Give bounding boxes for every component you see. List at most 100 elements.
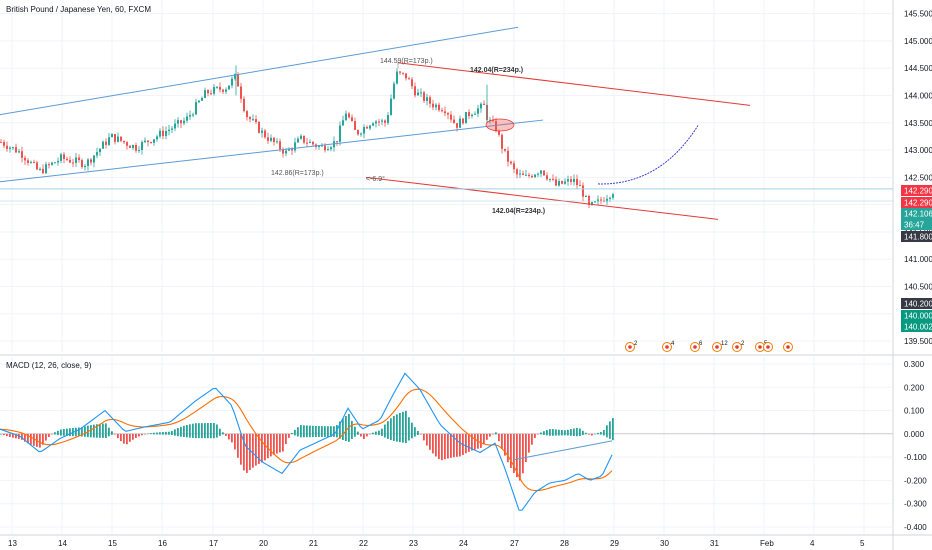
macd-histogram-bar <box>471 433 473 451</box>
macd-histogram-bar <box>60 429 62 436</box>
drawings <box>0 26 893 220</box>
event-markers[interactable]: 2461225 <box>625 341 793 352</box>
candle-body <box>597 199 599 202</box>
macd-histogram-bar <box>318 426 320 437</box>
candle-body <box>465 112 467 124</box>
time-axis[interactable]: 13 14 15 16 17 20 21 22 23 24 27 28 29 30 31 Feb 4 5 <box>8 539 865 548</box>
macd-axis[interactable]: 0.300 0.200 0.100 0.000 -0.100 -0.200 -0.300 -0… <box>904 360 927 532</box>
candle-body <box>222 89 224 92</box>
price-badge-label: 142.106 <box>904 210 932 219</box>
macd-histogram-bar <box>531 433 533 445</box>
macd-histogram-bar <box>444 433 446 460</box>
macd-histogram-bar <box>204 423 206 439</box>
candle-body <box>471 114 473 117</box>
candle-body <box>531 175 533 178</box>
macd-histogram-bar <box>195 423 197 439</box>
candle-body <box>312 141 314 145</box>
macd-histogram-bar <box>297 427 299 437</box>
macd-histogram-bar <box>63 428 65 436</box>
candle-body <box>183 120 185 124</box>
candle-body <box>237 73 239 87</box>
candle-body <box>246 111 248 118</box>
candle-body <box>27 160 29 163</box>
macd-histogram-bar <box>120 433 122 442</box>
candle-body <box>426 97 428 101</box>
candle-body <box>525 174 527 176</box>
time-tick-label: 22 <box>359 539 368 548</box>
macd-histogram-bar <box>594 433 596 435</box>
macd-histogram-bar <box>585 432 587 435</box>
macd-histogram-bar <box>330 426 332 437</box>
candle-body <box>594 201 596 203</box>
candle-body <box>609 197 611 199</box>
macd-histogram-bar <box>537 433 539 435</box>
macd-histogram-bar <box>342 418 344 440</box>
candle-body <box>414 86 416 96</box>
candle-body <box>282 149 284 154</box>
macd-histogram-bar <box>414 427 416 437</box>
macd-histogram-bar <box>423 433 425 441</box>
candle-body <box>198 100 200 103</box>
candle-body <box>399 71 401 73</box>
macd-pane[interactable] <box>0 372 893 511</box>
price-badge-label: 140.200 <box>904 300 932 309</box>
candle-body <box>438 104 440 111</box>
candle-body <box>369 125 371 129</box>
candle-body <box>495 121 497 132</box>
macd-histogram-bar <box>447 433 449 459</box>
macd-histogram-bar <box>84 426 86 437</box>
macd-histogram-bar <box>600 432 602 435</box>
candle-body <box>93 155 95 163</box>
candle-body <box>375 121 377 124</box>
macd-histogram-bar <box>171 431 173 435</box>
macd-histogram-bar <box>579 428 581 436</box>
price-axis[interactable]: 145.500 145.000 144.500 144.000 143.500 143.0… <box>904 10 932 346</box>
candle-body <box>267 137 269 141</box>
macd-histogram-bar <box>597 432 599 435</box>
price-badge <box>901 197 932 208</box>
macd-histogram-bar <box>603 429 605 436</box>
macd-histogram-bar <box>555 429 557 436</box>
red-bottom-range-label: 142.04(R=234p.) <box>492 208 545 215</box>
macd-histogram-bar <box>135 433 137 438</box>
candle-body <box>522 173 524 175</box>
macd-histogram-bar <box>189 424 191 438</box>
macd-histogram-bar <box>30 433 32 445</box>
macd-histogram-bar <box>570 429 572 436</box>
macd-line <box>0 372 613 511</box>
time-tick-label: 16 <box>158 539 167 548</box>
macd-histogram-bar <box>375 431 377 435</box>
candle-body <box>33 161 35 163</box>
macd-histogram-bar <box>441 433 443 461</box>
candle-body <box>165 130 167 136</box>
event-marker-dot <box>766 345 770 349</box>
candle-body <box>60 154 62 161</box>
candle-body <box>360 133 362 135</box>
candle-body <box>24 157 26 161</box>
candle-body <box>540 170 542 174</box>
macd-histogram-bar <box>303 425 305 438</box>
candle-body <box>468 112 470 117</box>
macd-title: MACD (12, 26, close, 9) <box>6 361 92 370</box>
candle-body <box>189 115 191 117</box>
macd-trend-line <box>514 440 613 460</box>
price-tick-label: 144.500 <box>904 64 932 73</box>
macd-histogram-bar <box>417 430 419 436</box>
candle-body <box>81 160 83 168</box>
event-marker-count: 2 <box>741 341 745 347</box>
candle-body <box>357 129 359 135</box>
macd-histogram-bar <box>78 427 80 437</box>
macd-histogram-bar <box>51 433 53 435</box>
candle-body <box>378 121 380 123</box>
candle-body <box>72 162 74 164</box>
price-pane[interactable] <box>0 26 893 220</box>
macd-histogram-bar <box>3 433 5 436</box>
macd-histogram-bar <box>219 428 221 436</box>
macd-histogram-bar <box>207 423 209 439</box>
macd-histogram-bar <box>507 433 509 463</box>
macd-tick-label: 0.200 <box>904 383 925 392</box>
candle-body <box>324 145 326 151</box>
macd-histogram-bar <box>606 425 608 438</box>
price-badge-label: 140.002 <box>904 323 932 332</box>
